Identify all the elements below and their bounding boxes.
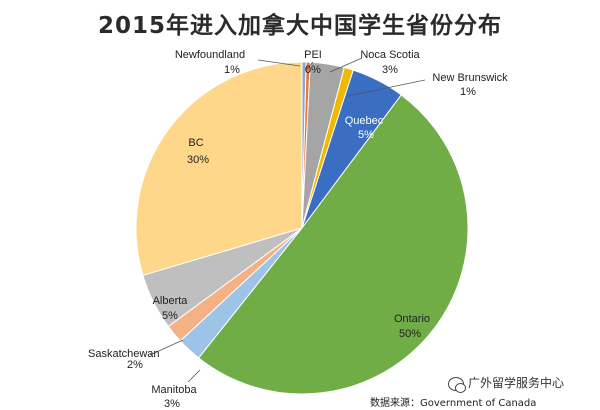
slice-label: Newfoundland — [175, 49, 245, 61]
leader-line — [329, 57, 363, 73]
slice-label: Saskatchewan — [88, 348, 160, 360]
slice-label: New Brunswick — [432, 72, 508, 84]
slice-percent-label: 30% — [187, 154, 209, 166]
slice-label: PEI — [304, 49, 322, 61]
slice-percent-label: 0% — [305, 64, 321, 76]
slice-label: Ontario — [394, 313, 430, 325]
slice-label: Noca Scotia — [360, 49, 420, 61]
leader-line — [149, 339, 184, 356]
leader-line — [305, 61, 314, 71]
pie-slice-bc — [135, 61, 303, 276]
slice-percent-label: 3% — [382, 64, 398, 76]
slice-percent-label: 1% — [224, 64, 240, 76]
slice-percent-label: 50% — [399, 328, 421, 340]
slice-percent-label: 3% — [164, 398, 180, 410]
leader-line — [187, 369, 201, 383]
slice-percent-label: 5% — [358, 129, 374, 141]
wechat-icon — [448, 376, 466, 393]
leader-line — [347, 79, 426, 97]
slice-percent-label: 2% — [127, 359, 143, 371]
watermark: 广外留学服务中心 — [448, 374, 565, 393]
watermark-text: 广外留学服务中心 — [468, 376, 565, 390]
slice-label: Manitoba — [151, 384, 197, 396]
slice-label: BC — [188, 137, 203, 149]
pie-slice-ontario — [197, 94, 469, 395]
chart-title: 2015年进入加拿大中国学生省份分布 — [97, 13, 502, 39]
slice-percent-label: 1% — [460, 86, 476, 98]
slice-label: Alberta — [153, 295, 189, 307]
slice-percent-label: 5% — [162, 310, 178, 322]
source-note: 数据来源：Government of Canada — [370, 398, 537, 409]
slice-label: Quebec — [345, 115, 384, 127]
leader-line — [257, 59, 301, 67]
